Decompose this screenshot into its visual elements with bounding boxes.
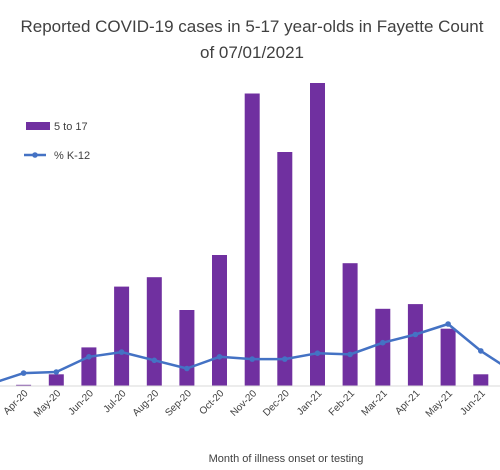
x-tick-label: Jan-21 [295, 388, 325, 418]
line-point [282, 356, 288, 362]
x-axis-title: Month of illness onset or testing [209, 453, 364, 465]
x-tick-label: Apr-21 [393, 388, 422, 417]
bar [440, 328, 456, 386]
chart-title-line-1: Reported COVID-19 cases in 5-17 year-old… [20, 17, 483, 36]
x-tick-label: Aug-20 [131, 388, 162, 419]
bar [375, 308, 391, 386]
line-point [445, 321, 451, 327]
line-point [20, 370, 27, 376]
line-point [118, 349, 125, 355]
x-tick-label: Jun-21 [458, 388, 488, 418]
bar [16, 384, 32, 386]
bar [146, 277, 162, 386]
legend-label-bar: 5 to 17 [54, 121, 88, 133]
x-tick-label: May-20 [32, 388, 64, 420]
line-series [0, 321, 500, 383]
line-point [478, 348, 484, 354]
line-point [347, 351, 353, 358]
bar [407, 304, 423, 386]
x-tick-labels: Apr-20 May-20 Jun-20 Jul-20 Aug-20 Sep-20 Oct-… [2, 388, 489, 420]
line-point [412, 331, 419, 338]
legend: 5 to 17 % K-12 [24, 121, 90, 162]
x-tick-label: Nov-20 [229, 388, 260, 419]
x-tick-label: Jul-20 [102, 388, 129, 415]
x-tick-label: Feb-21 [327, 388, 357, 418]
bar [277, 152, 293, 386]
legend-swatch-bar [26, 122, 50, 130]
line-point [216, 354, 223, 360]
line-point [86, 354, 92, 360]
bar [179, 310, 195, 386]
legend-swatch-marker [32, 152, 38, 158]
x-tick-label: Jun-20 [66, 388, 96, 418]
line-point [151, 357, 158, 364]
x-tick-label: Mar-21 [360, 388, 390, 418]
line-point [53, 369, 60, 375]
x-tick-label: Oct-20 [197, 388, 226, 417]
bar [48, 374, 64, 386]
line-point [249, 356, 255, 362]
chart-title-line-2: of 07/01/2021 [200, 43, 304, 62]
bar [81, 347, 97, 386]
bar [342, 263, 358, 386]
line-point [380, 339, 386, 346]
line-point [184, 365, 190, 372]
bar [212, 255, 227, 386]
x-tick-label: Sep-20 [163, 388, 194, 419]
bar [114, 286, 130, 386]
x-tick-label: Apr-20 [2, 388, 31, 417]
x-tick-label: May-21 [424, 388, 456, 420]
bar [473, 374, 489, 386]
bar [310, 83, 325, 386]
line-point [314, 350, 321, 357]
x-tick-label: Dec-20 [261, 388, 292, 419]
legend-label-line: % K-12 [54, 150, 90, 162]
bar [244, 93, 260, 386]
